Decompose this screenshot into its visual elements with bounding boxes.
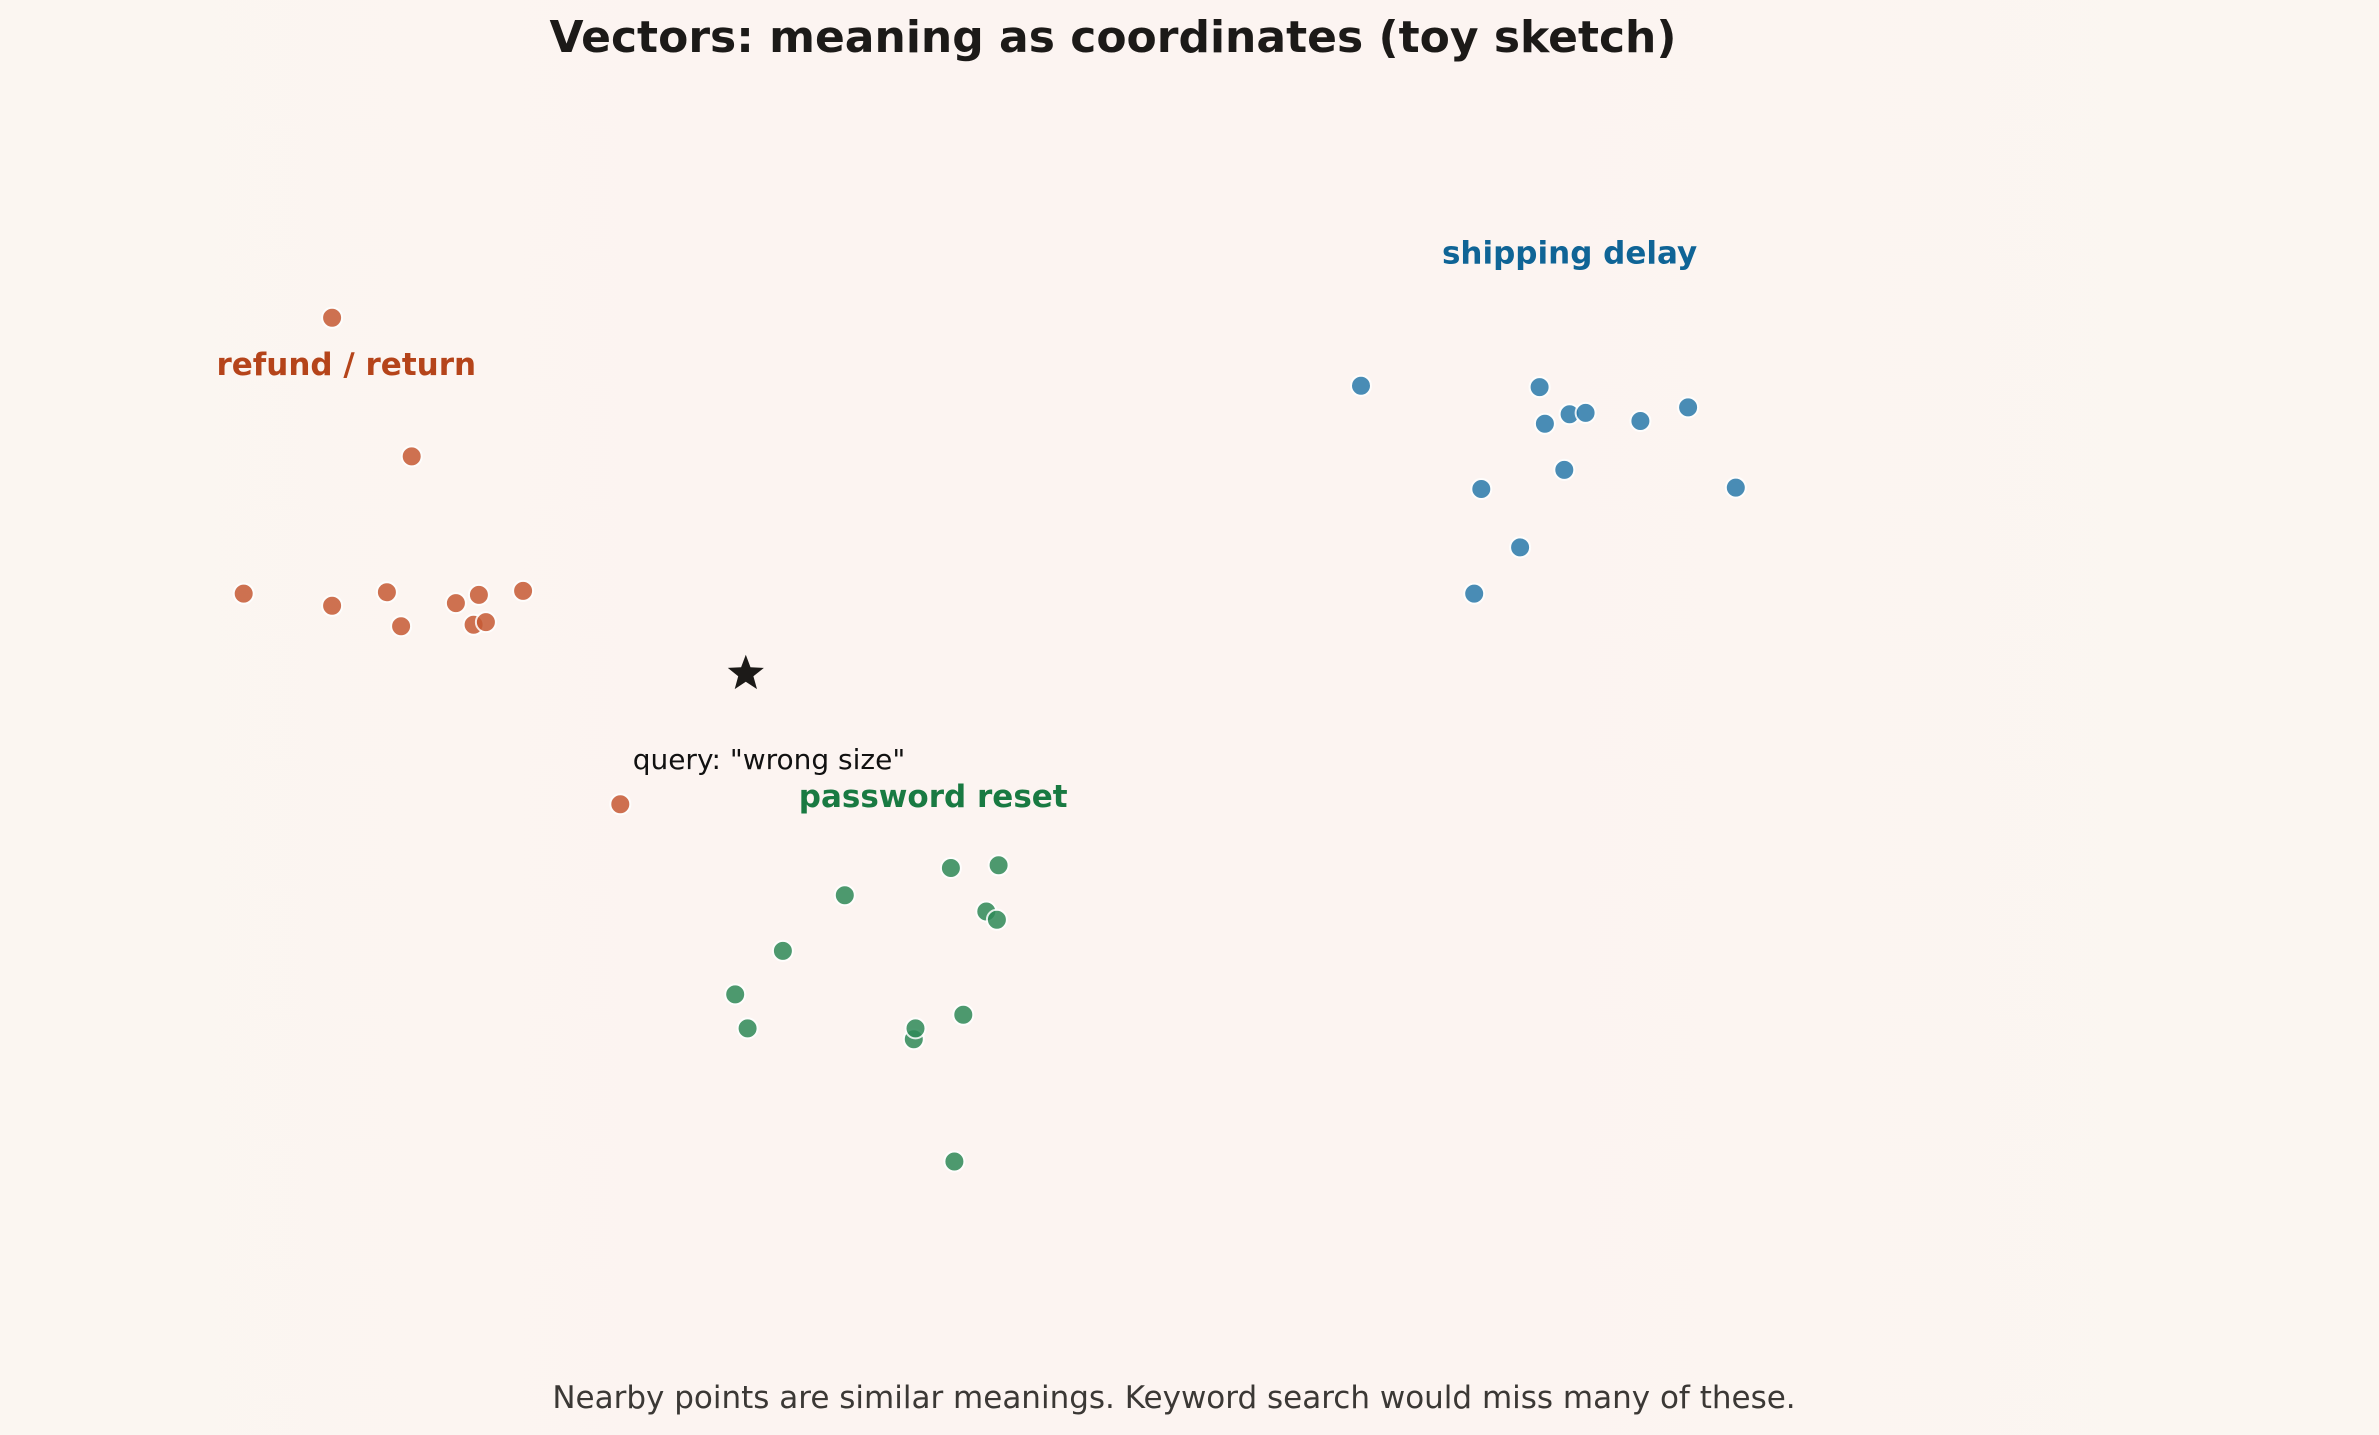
refund-point-3 [232,582,255,605]
refund-point-4 [321,594,344,617]
password-cluster-label: password reset [799,779,1068,815]
shipping-point-11 [1677,396,1700,419]
shipping-point-5 [1528,376,1551,399]
password-point-9 [952,1003,975,1026]
shipping-point-2 [1470,478,1493,500]
password-point-1 [724,983,747,1006]
shipping-point-4 [1509,536,1532,559]
shipping-point-12 [1724,476,1747,499]
password-point-4 [833,884,856,907]
chart-title: Vectors: meaning as coordinates (toy ske… [549,12,1676,63]
shipping-point-3 [1463,582,1486,605]
refund-point-12 [609,793,632,816]
shipping-point-9 [1574,401,1597,424]
password-point-11 [985,908,1008,931]
shipping-point-1 [1350,374,1372,397]
data-points-layer [232,306,1747,1173]
password-point-12 [987,854,1010,877]
refund-point-5 [375,581,398,604]
password-point-7 [939,857,962,879]
refund-point-7 [444,592,467,615]
password-point-8 [943,1150,966,1173]
query-star-marker [727,654,764,690]
password-point-6 [904,1017,927,1040]
password-point-3 [771,939,794,962]
cluster-labels-layer: refund / return shipping delay password re… [216,235,1697,815]
refund-point-2 [400,445,423,468]
shipping-point-10 [1629,410,1652,432]
refund-point-11 [512,579,535,602]
query-label: query: "wrong size" [633,743,906,776]
shipping-point-6 [1533,412,1556,435]
refund-point-9 [467,583,490,606]
shipping-cluster-label: shipping delay [1442,235,1697,271]
password-point-2 [736,1017,759,1040]
refund-point-6 [390,615,413,638]
query-layer: query: "wrong size" [633,654,906,776]
shipping-point-7 [1553,458,1576,481]
refund-point-1 [321,306,344,329]
footer-note: Nearby points are similar meanings. Keyw… [552,1380,1795,1416]
refund-point-10 [474,611,497,634]
refund-cluster-label: refund / return [216,347,476,383]
